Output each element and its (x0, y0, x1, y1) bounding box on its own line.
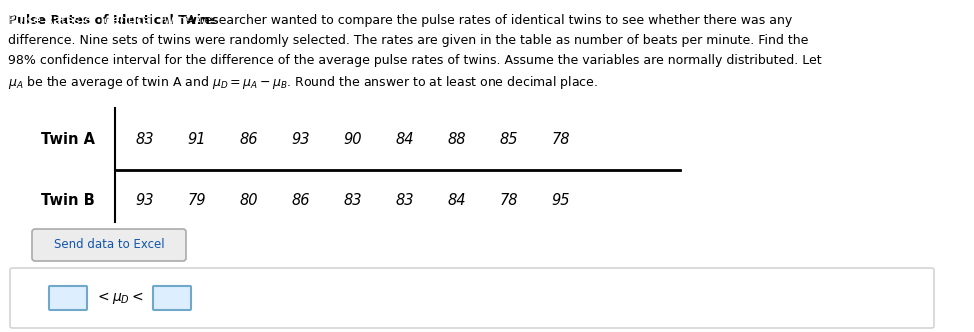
Text: 80: 80 (240, 193, 258, 208)
Text: 83: 83 (395, 193, 414, 208)
Text: 85: 85 (500, 132, 518, 147)
Text: $< \mu_D <$: $< \mu_D <$ (94, 290, 143, 306)
Text: 88: 88 (448, 132, 467, 147)
Text: Pulse Rates of Identical Twins: Pulse Rates of Identical Twins (8, 14, 217, 27)
Text: 95: 95 (551, 193, 570, 208)
Text: A researcher wanted to compare the pulse rates of identical twins to see whether: A researcher wanted to compare the pulse… (183, 14, 792, 27)
FancyBboxPatch shape (10, 268, 934, 328)
Text: difference. Nine sets of twins were randomly selected. The rates are given in th: difference. Nine sets of twins were rand… (8, 34, 808, 47)
Text: Twin B: Twin B (41, 193, 94, 208)
Text: 79: 79 (188, 193, 206, 208)
Text: Pulse Rates of Identical Twins A researcher wanted to compare the pulse rates of: Pulse Rates of Identical Twins A researc… (8, 14, 802, 27)
Text: 78: 78 (500, 193, 518, 208)
Text: Send data to Excel: Send data to Excel (54, 238, 165, 252)
Text: 93: 93 (292, 132, 311, 147)
Text: 83: 83 (344, 193, 362, 208)
FancyBboxPatch shape (32, 229, 186, 261)
Text: 98% confidence interval for the difference of the average pulse rates of twins. : 98% confidence interval for the differen… (8, 54, 822, 67)
Text: 90: 90 (344, 132, 362, 147)
Text: Twin A: Twin A (41, 132, 95, 147)
FancyBboxPatch shape (49, 286, 87, 310)
Text: 84: 84 (448, 193, 467, 208)
Text: 86: 86 (240, 132, 258, 147)
Text: 78: 78 (551, 132, 570, 147)
Text: $\mu_A$ be the average of twin A and $\mu_D = \mu_A - \mu_B$. Round the answer t: $\mu_A$ be the average of twin A and $\m… (8, 74, 598, 91)
FancyBboxPatch shape (153, 286, 191, 310)
Text: 84: 84 (395, 132, 414, 147)
Text: 83: 83 (135, 132, 154, 147)
Text: 86: 86 (292, 193, 311, 208)
Text: 93: 93 (135, 193, 154, 208)
Text: 91: 91 (188, 132, 206, 147)
